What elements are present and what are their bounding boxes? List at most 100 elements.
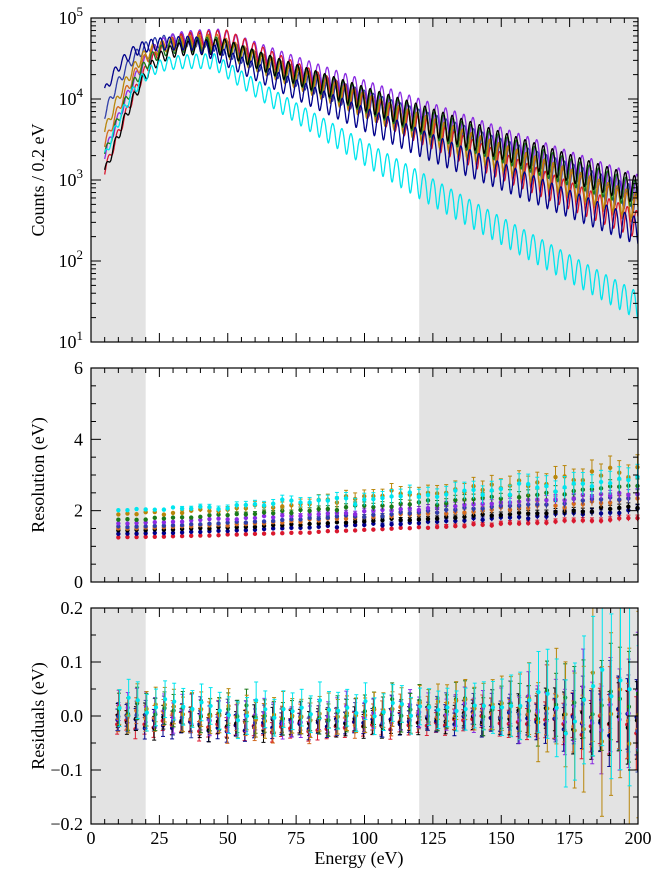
residual-point: [463, 707, 468, 712]
resolution-point: [362, 522, 367, 528]
resolution-point: [607, 506, 613, 512]
resolution-point: [498, 486, 504, 492]
resolution-point: [252, 524, 258, 530]
resolution-point: [243, 520, 249, 525]
resolution-point: [398, 506, 403, 512]
resolution-point: [434, 516, 440, 521]
resolution-point: [243, 527, 249, 533]
resolution-point: [225, 528, 230, 534]
resolution-point: [444, 507, 449, 512]
resolution-point: [334, 525, 340, 530]
resolution-point: [179, 533, 185, 539]
resolution-point: [525, 516, 531, 521]
resolution-point: [179, 515, 185, 520]
resolution-point: [407, 511, 412, 516]
resolution-point: [134, 506, 139, 512]
resolution-point: [480, 492, 485, 498]
resolution-point: [125, 534, 130, 540]
resolution-point: [116, 517, 121, 522]
resolution-point: [425, 516, 431, 522]
resolution-point: [562, 485, 567, 490]
residual-point: [208, 703, 213, 709]
residual-point: [181, 704, 186, 709]
resolution-point: [607, 500, 613, 505]
resolution-point: [334, 514, 340, 519]
resolution-point: [516, 494, 522, 500]
resolution-point: [480, 517, 485, 523]
resolution-point: [280, 513, 285, 518]
resolution-point: [553, 503, 558, 508]
resolution-point: [252, 519, 258, 524]
residual-point: [226, 713, 231, 718]
resolution-point: [480, 512, 485, 517]
resolution-point: [371, 504, 376, 510]
resolution-point: [480, 506, 485, 511]
resolution-point: [216, 533, 221, 538]
resolution-point: [325, 506, 331, 512]
resolution-point: [152, 507, 157, 512]
resolution-point: [617, 516, 622, 521]
resolution-point: [234, 528, 239, 533]
residual-point: [554, 705, 559, 710]
resolution-point: [261, 503, 267, 508]
resolution-point: [243, 502, 249, 508]
resolution-point: [170, 510, 176, 516]
resolution-point: [152, 515, 157, 521]
resolution-point: [234, 532, 239, 537]
resolution-point: [270, 518, 276, 524]
resolution-point: [289, 522, 294, 527]
resolution-point: [170, 530, 176, 536]
resolution-point: [617, 497, 622, 502]
resolution-point: [617, 476, 622, 481]
resolution-point: [389, 504, 394, 509]
resolution-point: [389, 494, 394, 499]
residuals-y-axis-label: Residuals (eV): [28, 662, 49, 769]
resolution-point: [316, 498, 321, 503]
resolution-point: [425, 525, 431, 530]
resolution-point: [489, 523, 494, 528]
resolution-point: [216, 512, 221, 517]
resolution-point: [507, 512, 513, 517]
resolution-point: [143, 534, 148, 540]
resolution-point: [544, 483, 549, 489]
resolution-point: [307, 508, 312, 514]
residual-point: [372, 714, 377, 719]
resolution-point: [453, 497, 458, 503]
resolution-point: [179, 519, 185, 524]
resolution-point: [544, 520, 549, 526]
resolution-point: [298, 500, 303, 505]
resolution-point: [207, 521, 212, 526]
resolution-point: [289, 503, 294, 508]
resolution-point: [525, 511, 531, 516]
resolution-point: [289, 513, 294, 519]
resolution-point: [134, 531, 139, 536]
resolution-point: [216, 528, 221, 534]
spectrum-panel: 101 102 103 104 105: [59, 4, 639, 352]
resolution-point: [316, 516, 321, 521]
resolution-point: [252, 531, 258, 537]
resolution-point: [507, 507, 513, 512]
resolution-point: [553, 519, 558, 524]
resolution-point: [243, 515, 249, 521]
resolution-point: [161, 516, 167, 521]
resolution-point: [270, 515, 276, 520]
resolution-point: [398, 501, 403, 506]
resolution-point: [343, 510, 349, 516]
resolution-point: [598, 505, 604, 510]
resolution-point: [471, 522, 476, 527]
resolution-point: [143, 507, 148, 512]
resolution-point: [444, 492, 449, 497]
resolution-point: [416, 517, 422, 522]
resolution-point: [598, 518, 604, 524]
residual-point: [217, 708, 222, 713]
x-tick-label: 0: [87, 828, 96, 848]
resolution-point: [343, 516, 349, 521]
resolution-point: [252, 515, 258, 521]
resolution-point: [334, 507, 340, 513]
resolution-point: [489, 513, 494, 518]
residual-point: [381, 710, 386, 715]
resolution-point: [198, 504, 203, 509]
resolution-point: [434, 519, 440, 524]
residual-point: [363, 699, 368, 704]
resolution-point: [298, 530, 303, 535]
